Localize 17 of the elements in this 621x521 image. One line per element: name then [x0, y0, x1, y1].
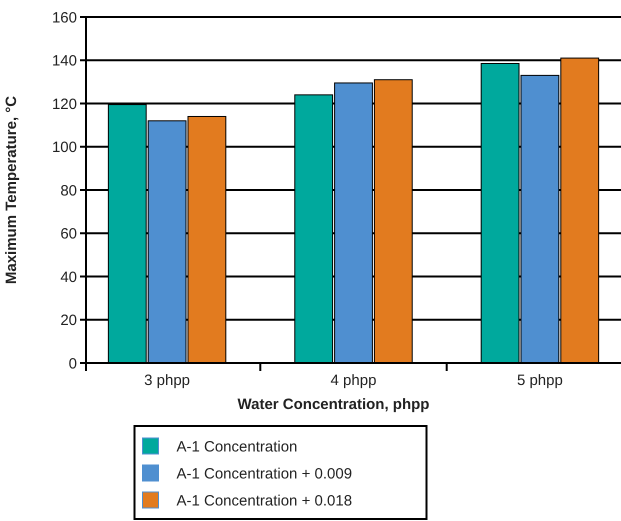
y-tick-label: 80 [60, 182, 77, 200]
y-tick-label: 60 [60, 226, 77, 242]
y-tick-label: 140 [52, 52, 77, 70]
legend-label: A-1 Concentration + 0.009 [176, 465, 352, 482]
y-tick-label: 40 [60, 268, 77, 286]
legend-label: A-1 Concentration [176, 438, 298, 456]
y-tick-label: 160 [52, 9, 77, 26]
x-axis-title: Water Concentration, phpp [238, 396, 430, 413]
y-tick-label: 0 [68, 355, 77, 372]
x-tick-label: 3 phpp [144, 372, 190, 389]
y-tick-label: 100 [52, 139, 77, 156]
legend-label: A-1 Concentration + 0.018 [176, 492, 352, 510]
x-tick-label: 4 phpp [330, 372, 376, 389]
x-tick-label: 5 phpp [516, 372, 563, 389]
y-tick-label: 20 [60, 312, 77, 329]
y-tick-label: 120 [52, 96, 77, 113]
y-axis-title: Maximum Temperature, °C [3, 96, 20, 284]
